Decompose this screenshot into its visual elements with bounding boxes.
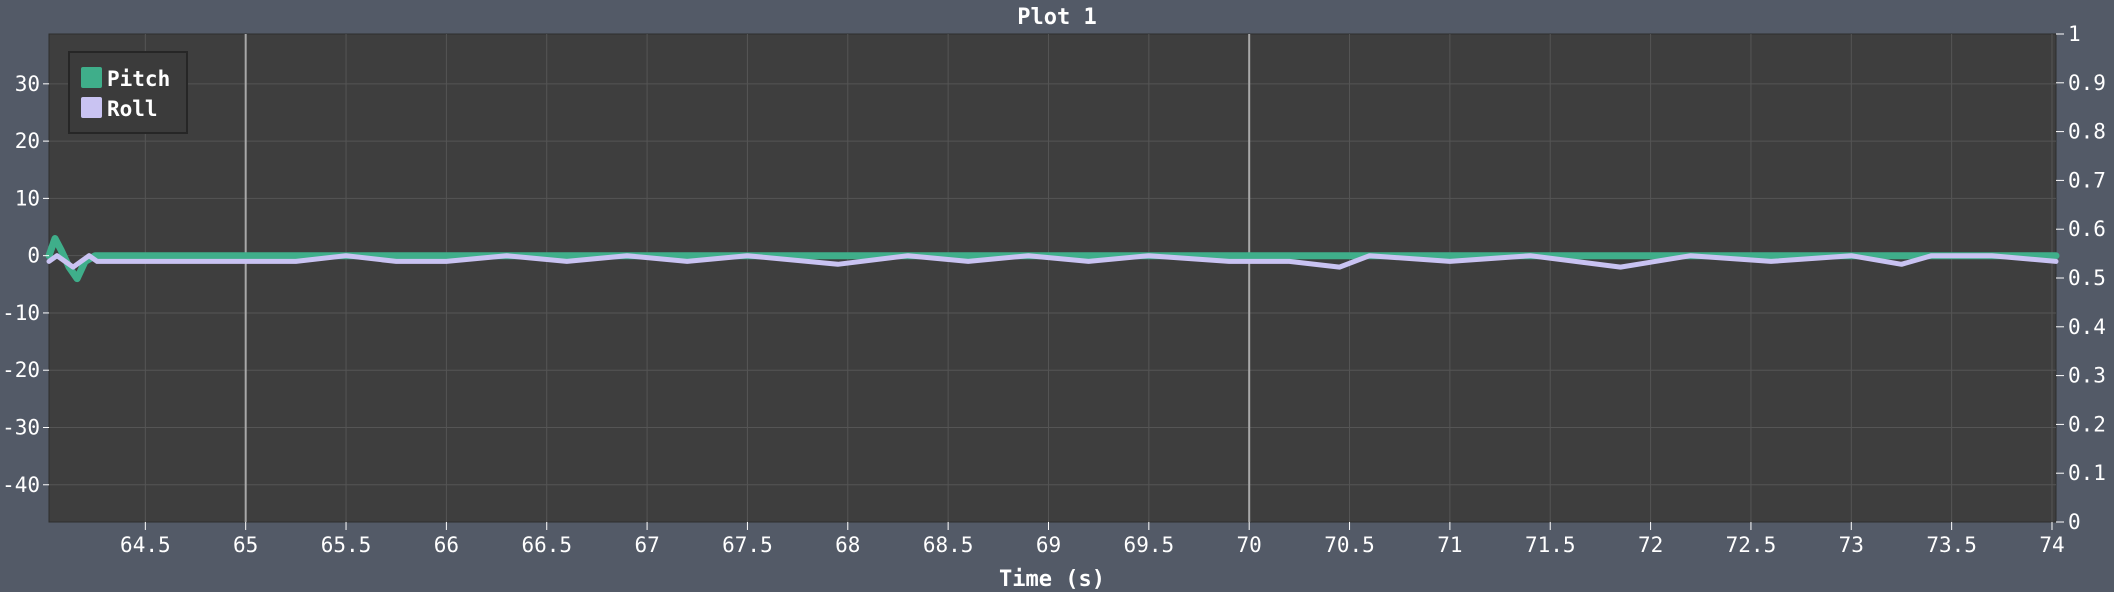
y-tick-label: 0 [27, 244, 40, 268]
x-tick-label: 67.5 [722, 533, 773, 557]
x-tick-label: 72 [1638, 533, 1663, 557]
y-axis-left: 30 20 10 0 -10 -20 -30 -40 [2, 72, 49, 497]
x-tick-label: 65.5 [321, 533, 372, 557]
x-tick-label: 69.5 [1124, 533, 1175, 557]
y-tick-label: 10 [15, 186, 40, 210]
y-tick-label: -20 [2, 358, 40, 382]
x-tick-label: 70.5 [1324, 533, 1375, 557]
x-tick-label: 73 [1839, 533, 1864, 557]
x-tick-label: 73.5 [1926, 533, 1977, 557]
x-tick-label: 68.5 [923, 533, 974, 557]
x-tick-label: 66.5 [521, 533, 572, 557]
legend-swatch-pitch[interactable] [81, 67, 102, 88]
x-tick-label: 71.5 [1525, 533, 1576, 557]
y2-tick-label: 0.7 [2068, 168, 2106, 192]
x-tick-label: 67 [634, 533, 659, 557]
y-tick-label: -10 [2, 301, 40, 325]
x-tick-label: 74 [2039, 533, 2064, 557]
x-tick-label: 65 [233, 533, 258, 557]
y2-tick-label: 0.3 [2068, 364, 2106, 388]
chart-title: Plot 1 [1017, 5, 1096, 30]
series-line-pitch[interactable] [45, 235, 2060, 283]
x-axis-title: Time (s) [999, 567, 1105, 592]
y-tick-label: -30 [2, 415, 40, 439]
legend-label-pitch: Pitch [107, 67, 170, 91]
y2-tick-label: 0 [2068, 510, 2081, 534]
x-tick-label: 69 [1036, 533, 1061, 557]
y2-tick-label: 0.1 [2068, 461, 2106, 485]
legend-swatch-roll[interactable] [81, 97, 102, 118]
y-tick-label: 20 [15, 129, 40, 153]
y2-tick-label: 1 [2068, 22, 2081, 46]
x-tick-label: 70 [1237, 533, 1262, 557]
series-line-roll[interactable] [46, 253, 2059, 270]
x-tick-label: 72.5 [1726, 533, 1777, 557]
x-tick-label: 68 [835, 533, 860, 557]
x-tick-label: 71 [1437, 533, 1462, 557]
legend-label-roll: Roll [107, 97, 158, 121]
y2-tick-label: 0.8 [2068, 120, 2106, 144]
y-axis-right: 1 0.9 0.8 0.7 0.6 0.5 0.4 0.3 0.2 0.1 0 [2056, 22, 2106, 534]
y2-tick-label: 0.4 [2068, 315, 2106, 339]
marker-lines [244, 34, 1251, 522]
y2-tick-label: 0.6 [2068, 217, 2106, 241]
y2-tick-label: 0.5 [2068, 266, 2106, 290]
x-tick-label: 66 [434, 533, 459, 557]
plot-area[interactable] [48, 33, 2057, 523]
legend-box [68, 51, 188, 134]
legend[interactable]: Pitch Roll [68, 51, 188, 134]
y2-tick-label: 0.2 [2068, 412, 2106, 436]
y-tick-label: 30 [15, 72, 40, 96]
x-tick-label: 64.5 [120, 533, 171, 557]
y2-tick-label: 0.9 [2068, 71, 2106, 95]
series-lines [45, 235, 2060, 283]
y-tick-label: -40 [2, 473, 40, 497]
x-axis: 64.5 65 65.5 66 66.5 67 67.5 68 68.5 69 69.5 70 70.5… [120, 522, 2065, 557]
